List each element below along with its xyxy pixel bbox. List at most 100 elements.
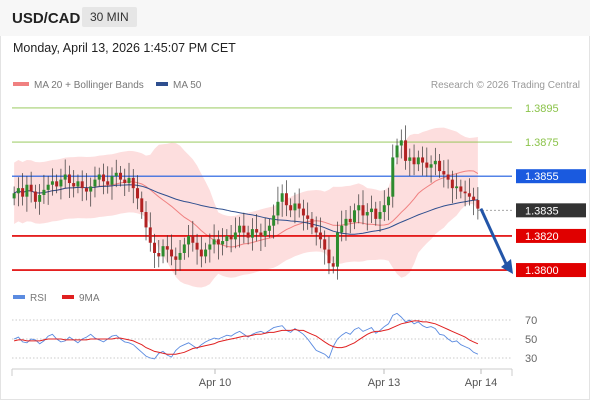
candle-body	[467, 193, 471, 197]
candle-body	[136, 188, 140, 199]
x-tick-label-2: Apr 14	[465, 377, 497, 389]
timestamp: Monday, April 13, 2026 1:45:07 PM CET	[13, 41, 236, 55]
rsi-swatch-icon	[13, 295, 25, 300]
candle-body	[114, 172, 118, 177]
candle-body	[21, 188, 25, 197]
candle-body	[438, 160, 442, 172]
candle-body	[191, 235, 195, 243]
candle-body	[408, 157, 412, 161]
candle-body	[93, 179, 97, 187]
candle-body	[391, 157, 395, 197]
candle-body	[148, 227, 152, 243]
candle-body	[233, 232, 237, 240]
candle-body	[301, 208, 305, 216]
candle-body	[463, 191, 467, 194]
candle-body	[263, 230, 267, 236]
candle-body	[246, 232, 250, 238]
legend-ma50: MA 50	[156, 80, 201, 91]
candle-body	[106, 181, 110, 185]
candle-body	[267, 225, 271, 231]
candle-body	[255, 229, 259, 233]
candle-body	[374, 208, 378, 219]
rsi-tick-label-2: 30	[525, 353, 537, 365]
candle-body	[450, 179, 454, 189]
candle-body	[76, 181, 80, 187]
candle-body	[306, 215, 310, 219]
rsi-ma-swatch-icon	[62, 295, 74, 300]
candle-body	[229, 235, 233, 240]
candle-body	[404, 140, 408, 161]
candle-body	[259, 232, 263, 236]
candle-body	[310, 218, 314, 228]
candle-body	[225, 235, 229, 242]
candle-body	[335, 232, 339, 267]
candle-body	[42, 189, 46, 195]
candle-body	[395, 145, 399, 158]
rsi-label: RSI	[30, 293, 47, 304]
level-label-bg-2	[516, 169, 586, 184]
candle-body	[153, 242, 157, 253]
rsi-ma-label: 9MA	[79, 293, 100, 304]
candle-body	[318, 232, 322, 240]
candle-body	[344, 218, 348, 226]
candles-group	[12, 125, 480, 280]
rsi-tick-label-1: 50	[525, 334, 537, 346]
candle-body	[340, 225, 344, 233]
candle-body	[199, 249, 203, 257]
candle-body	[284, 193, 288, 206]
chart-header: USD/CAD 30 MIN	[0, 0, 590, 36]
legend-ma20: MA 20 + Bollinger Bands	[13, 80, 144, 91]
level-label-0: 1.3895	[525, 103, 559, 115]
candle-body	[293, 203, 297, 211]
candle-body	[459, 186, 463, 192]
candle-body	[387, 196, 391, 206]
candle-body	[361, 205, 365, 216]
candle-body	[170, 249, 174, 257]
candle-body	[382, 205, 386, 213]
candle-body	[38, 194, 42, 202]
bollinger-band	[14, 127, 478, 288]
candle-body	[352, 210, 356, 223]
legend-rsi-ma: 9MA	[62, 293, 100, 304]
candle-body	[455, 186, 459, 189]
candle-body	[187, 235, 191, 245]
candle-body	[297, 203, 301, 209]
candle-body	[195, 242, 199, 250]
candle-body	[165, 246, 169, 250]
candle-body	[127, 177, 131, 184]
level-label-bg-5	[516, 263, 586, 278]
candle-body	[238, 225, 242, 233]
candle-body	[157, 252, 161, 257]
candle-body	[123, 179, 127, 184]
timeframe-badge[interactable]: 30 MIN	[82, 7, 137, 27]
candle-body	[204, 249, 208, 257]
candle-body	[55, 181, 59, 187]
level-label-bg-3	[516, 203, 586, 218]
candle-body	[412, 157, 416, 165]
ma20-label: MA 20 + Bollinger Bands	[34, 80, 144, 91]
candle-body	[370, 208, 374, 213]
candle-body	[425, 162, 429, 168]
rsi-ma-line	[13, 320, 479, 355]
candle-body	[182, 244, 186, 253]
candle-body	[89, 186, 93, 192]
candle-body	[357, 205, 361, 211]
level-label-4: 1.3820	[525, 231, 559, 243]
ma50-swatch-icon	[156, 82, 168, 87]
candle-body	[416, 157, 420, 165]
candle-body	[161, 246, 165, 257]
candle-body	[331, 263, 335, 267]
candle-body	[378, 212, 382, 219]
x-tick-label-1: Apr 13	[368, 377, 400, 389]
candle-body	[476, 200, 480, 209]
candle-body	[472, 196, 476, 201]
level-label-1: 1.3875	[525, 137, 559, 149]
candle-body	[140, 198, 144, 213]
rsi-tick-label-0: 70	[525, 315, 537, 327]
candle-body	[46, 184, 50, 190]
level-label-2: 1.3855	[525, 171, 559, 183]
candle-body	[327, 249, 331, 264]
level-label-3: 1.3835	[525, 205, 559, 217]
candle-body	[80, 181, 84, 189]
